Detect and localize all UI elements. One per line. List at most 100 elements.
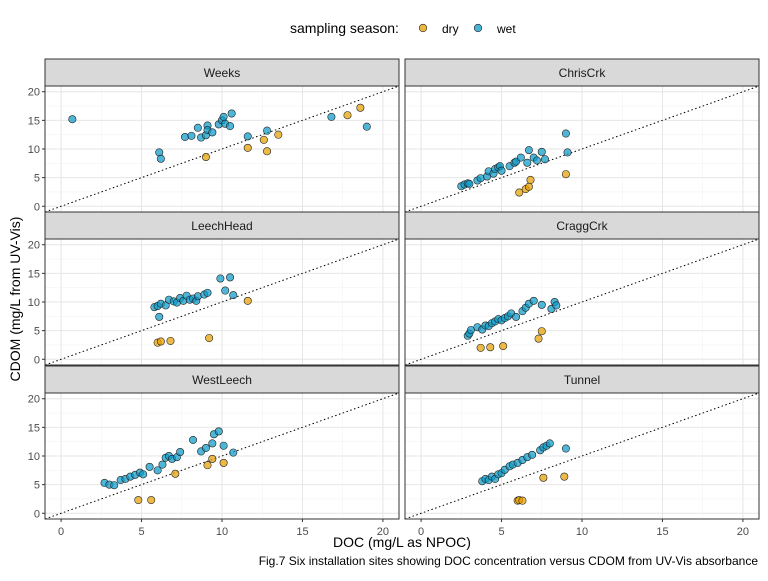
data-point-wet bbox=[362, 122, 371, 131]
data-point-wet bbox=[176, 447, 185, 456]
data-point-dry bbox=[205, 334, 214, 343]
data-point-dry bbox=[560, 472, 569, 481]
data-point-dry bbox=[263, 147, 272, 156]
y-tick-label: 10 bbox=[28, 144, 40, 156]
data-point-wet bbox=[180, 132, 189, 141]
data-point-wet bbox=[523, 158, 532, 167]
data-point-wet bbox=[153, 466, 162, 475]
panel-title: Tunnel bbox=[564, 373, 600, 387]
panel-border bbox=[404, 238, 760, 366]
y-tick-label: 5 bbox=[34, 173, 40, 185]
data-point-dry bbox=[524, 182, 533, 191]
data-point-wet bbox=[68, 115, 77, 124]
data-point-wet bbox=[110, 481, 119, 490]
y-tick-label: 10 bbox=[28, 451, 40, 463]
data-point-wet bbox=[187, 131, 196, 140]
data-point-wet bbox=[201, 443, 210, 452]
data-point-wet bbox=[214, 427, 223, 436]
data-point-wet bbox=[563, 148, 572, 157]
data-point-dry bbox=[166, 336, 175, 345]
data-point-dry bbox=[259, 135, 268, 144]
data-point-wet bbox=[529, 296, 538, 305]
panel-weeks: Weeks 0 5 10 15 20 bbox=[28, 58, 400, 213]
x-tick-label: 15 bbox=[296, 526, 308, 538]
data-point-dry bbox=[561, 170, 570, 179]
data-point-wet bbox=[528, 450, 537, 459]
panel-title: WestLeech bbox=[192, 373, 252, 387]
y-tick-label: 20 bbox=[28, 240, 40, 252]
one-to-one-line bbox=[404, 238, 760, 366]
panel-strip bbox=[44, 365, 400, 394]
figure-caption: Fig.7 Six installation sites showing DOC… bbox=[258, 554, 758, 568]
data-point-dry bbox=[476, 343, 485, 352]
data-point-wet bbox=[512, 312, 521, 321]
data-point-wet bbox=[327, 112, 336, 121]
panel-leechhead: LeechHead 0 5 10 15 20 bbox=[28, 211, 400, 366]
panel-craggcrk: CraggCrk bbox=[404, 211, 760, 366]
data-point-wet bbox=[540, 155, 549, 164]
data-point-dry bbox=[219, 458, 228, 467]
data-point-wet bbox=[227, 109, 236, 118]
panel-strip bbox=[404, 211, 760, 240]
data-point-dry bbox=[208, 454, 217, 463]
data-point-dry bbox=[134, 496, 143, 505]
panel-title: Weeks bbox=[204, 66, 240, 80]
data-point-wet bbox=[193, 123, 202, 132]
legend-key-wet bbox=[473, 23, 483, 33]
panel-strip bbox=[44, 58, 400, 87]
panel-westleech: WestLeech 0 5 10 15 20 0 5 10 15 20 bbox=[28, 365, 400, 538]
data-point-wet bbox=[155, 312, 164, 321]
data-point-dry bbox=[526, 175, 535, 184]
data-point-dry bbox=[201, 153, 210, 162]
data-point-wet bbox=[156, 154, 165, 163]
data-point-wet bbox=[532, 156, 541, 165]
data-point-wet bbox=[139, 470, 148, 479]
x-tick-label: 20 bbox=[377, 526, 389, 538]
data-point-wet bbox=[229, 291, 238, 300]
legend-title: sampling season: bbox=[290, 20, 399, 36]
data-point-dry bbox=[156, 337, 165, 346]
y-tick-label: 15 bbox=[28, 268, 40, 280]
data-point-wet bbox=[221, 286, 230, 295]
one-to-one-line bbox=[44, 392, 400, 520]
data-point-wet bbox=[552, 301, 561, 310]
y-tick-label: 10 bbox=[28, 297, 40, 309]
data-point-wet bbox=[189, 435, 198, 444]
panel-chriscrk: ChrisCrk bbox=[404, 58, 760, 213]
data-point-wet bbox=[208, 439, 217, 448]
data-point-dry bbox=[537, 327, 546, 336]
x-axis-title: DOC (mg/L as NPOC) bbox=[333, 534, 471, 550]
data-point-wet bbox=[158, 460, 167, 469]
legend-label-wet: wet bbox=[496, 22, 516, 36]
panel-strip bbox=[44, 211, 400, 240]
x-tick-label: 10 bbox=[576, 526, 588, 538]
data-point-dry bbox=[203, 461, 212, 470]
data-point-wet bbox=[545, 439, 554, 448]
y-tick-label: 20 bbox=[28, 394, 40, 406]
panel-title: CraggCrk bbox=[556, 219, 608, 233]
panel-tunnel: Tunnel 0 5 10 15 20 bbox=[404, 365, 760, 538]
data-point-dry bbox=[343, 111, 352, 120]
data-point-dry bbox=[356, 103, 365, 112]
y-tick-label: 0 bbox=[34, 508, 40, 520]
one-to-one-line bbox=[44, 238, 400, 366]
data-point-wet bbox=[219, 112, 228, 121]
data-point-wet bbox=[216, 274, 225, 283]
y-tick-label: 5 bbox=[34, 326, 40, 338]
one-to-one-line bbox=[44, 85, 400, 213]
legend-key-dry bbox=[418, 23, 428, 33]
data-point-wet bbox=[524, 146, 533, 155]
x-tick-label: 20 bbox=[737, 526, 749, 538]
data-point-wet bbox=[465, 179, 474, 188]
x-tick-label: 5 bbox=[138, 526, 144, 538]
x-tick-label: 15 bbox=[656, 526, 668, 538]
x-tick-label: 0 bbox=[58, 526, 64, 538]
y-axis-title: CDOM (mg/L from UV-Vis) bbox=[7, 217, 23, 382]
data-point-wet bbox=[219, 441, 228, 450]
data-point-wet bbox=[561, 444, 570, 453]
data-point-dry bbox=[486, 343, 495, 352]
data-point-wet bbox=[203, 288, 212, 297]
y-tick-label: 0 bbox=[34, 201, 40, 213]
